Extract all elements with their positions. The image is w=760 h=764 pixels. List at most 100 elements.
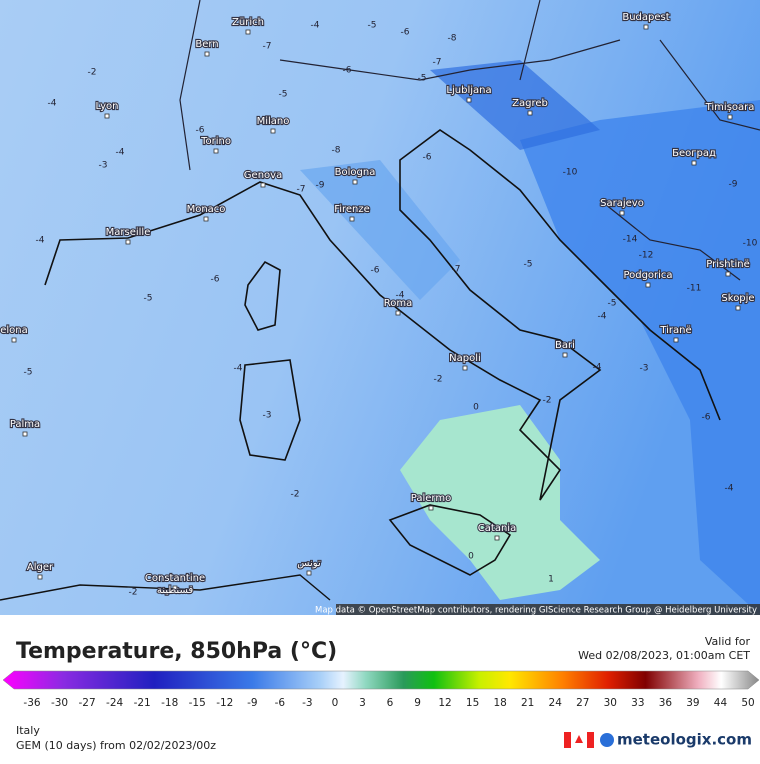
colorbar-tick-label: 50 bbox=[741, 697, 754, 709]
contour-label: -4 bbox=[725, 484, 734, 494]
colorbar-tick-label: -6 bbox=[275, 697, 286, 709]
city-marker bbox=[735, 305, 741, 311]
city-marker bbox=[645, 282, 651, 288]
brand: meteologix.com bbox=[617, 731, 752, 749]
logo bbox=[600, 733, 614, 747]
city-marker bbox=[349, 216, 355, 222]
city-label: Firenze bbox=[334, 204, 370, 215]
contour-label: -4 bbox=[396, 291, 405, 301]
city-marker bbox=[462, 365, 468, 371]
region: Italy bbox=[16, 724, 40, 737]
contour-label: -4 bbox=[593, 363, 602, 373]
city-label: Marseille bbox=[106, 227, 151, 238]
city-marker bbox=[245, 29, 251, 35]
contour-label: -14 bbox=[623, 235, 638, 245]
city-label: Napoli bbox=[449, 353, 481, 364]
city-label: Genova bbox=[244, 170, 282, 181]
colorbar-tick-label: -15 bbox=[189, 697, 206, 709]
contour-label: -2 bbox=[88, 68, 97, 78]
city-label: Prishtinë bbox=[706, 259, 749, 270]
contour-label: -5 bbox=[144, 294, 153, 304]
contour-label: -3 bbox=[263, 411, 272, 421]
city-marker bbox=[203, 216, 209, 222]
contour-label: -6 bbox=[702, 413, 711, 423]
city-label: Budapest bbox=[622, 12, 669, 23]
city-marker bbox=[562, 352, 568, 358]
city-marker bbox=[213, 148, 219, 154]
contour-label: -2 bbox=[543, 396, 552, 406]
city-marker bbox=[494, 535, 500, 541]
colorbar-tick-label: -21 bbox=[134, 697, 151, 709]
contour-label: -6 bbox=[343, 66, 352, 76]
city-marker bbox=[172, 585, 178, 591]
contour-label: -6 bbox=[196, 126, 205, 136]
city-marker bbox=[395, 310, 401, 316]
attribution: Map data © OpenStreetMap contributors, r… bbox=[315, 606, 757, 616]
contour-label: -10 bbox=[743, 239, 758, 249]
colorbar-tick-label: 27 bbox=[576, 697, 589, 709]
city-label: Palermo bbox=[411, 493, 451, 504]
contour-label: -2 bbox=[129, 588, 138, 598]
city-label: Catania bbox=[478, 523, 516, 534]
contour-label: -7 bbox=[452, 265, 461, 275]
contour-label: -5 bbox=[524, 260, 533, 270]
city-marker bbox=[306, 570, 312, 576]
contour-label: -5 bbox=[608, 299, 617, 309]
city-label: Ljubljana bbox=[446, 85, 491, 96]
contour-label: -3 bbox=[99, 161, 108, 171]
contour-label: -4 bbox=[598, 312, 607, 322]
map: Map data © OpenStreetMap contributors, r… bbox=[0, 0, 760, 616]
contour-label: -2 bbox=[291, 490, 300, 500]
city-marker bbox=[37, 574, 43, 580]
contour-label: -10 bbox=[563, 168, 578, 178]
colorbar-tick-label: 9 bbox=[414, 697, 421, 709]
contour-label: -4 bbox=[234, 364, 243, 374]
contour-label: -4 bbox=[48, 99, 57, 109]
colorbar-tick-label: 21 bbox=[521, 697, 534, 709]
model: GEM (10 days) from 02/02/2023/00z bbox=[16, 739, 216, 752]
contour-label: 0 bbox=[468, 552, 474, 562]
colorbar-tick-label: -36 bbox=[23, 697, 40, 709]
contour-label: -6 bbox=[211, 275, 220, 285]
colorbar-tick-label: 6 bbox=[387, 697, 394, 709]
contour-label: -8 bbox=[332, 146, 341, 156]
city-marker bbox=[260, 182, 266, 188]
city-marker bbox=[673, 337, 679, 343]
city-label: Skopje bbox=[721, 293, 754, 304]
city-label: Sarajevo bbox=[600, 198, 644, 209]
colorbar-tick-label: -3 bbox=[302, 697, 312, 709]
contour-label: -7 bbox=[263, 42, 272, 52]
contour-label: -11 bbox=[687, 284, 702, 294]
city-marker bbox=[22, 431, 28, 437]
contour-label: -4 bbox=[311, 21, 320, 31]
city-marker bbox=[619, 210, 625, 216]
city-marker bbox=[727, 114, 733, 120]
city-marker bbox=[352, 179, 358, 185]
city-label: Zürich bbox=[232, 17, 264, 28]
city-marker bbox=[270, 128, 276, 134]
city-label: Constantine bbox=[145, 573, 205, 584]
city-marker bbox=[428, 505, 434, 511]
city-label: Monaco bbox=[187, 204, 226, 215]
colorbar-tick-label: -27 bbox=[78, 697, 95, 709]
colorbar bbox=[2, 670, 760, 690]
contour-label: -2 bbox=[434, 375, 443, 385]
contour-label: -5 bbox=[368, 21, 377, 31]
colorbar-tick-label: 36 bbox=[659, 697, 673, 709]
colorbar-tick-label: 30 bbox=[604, 697, 617, 709]
contour-label: -5 bbox=[24, 368, 33, 378]
colorbar-tick-label: 18 bbox=[493, 697, 506, 709]
city-marker bbox=[204, 51, 210, 57]
contour-label: 1 bbox=[548, 575, 554, 585]
city-marker bbox=[466, 97, 472, 103]
colorbar-tick-label: 39 bbox=[686, 697, 699, 709]
city-label: Bern bbox=[195, 39, 218, 50]
contour-label: -8 bbox=[448, 34, 457, 44]
city-marker bbox=[691, 160, 697, 166]
contour-label: -7 bbox=[297, 185, 306, 195]
city-label: تونس bbox=[297, 558, 321, 569]
contour-label: -6 bbox=[371, 266, 380, 276]
city-label: Београд bbox=[672, 148, 716, 159]
contour-label: -6 bbox=[423, 153, 432, 163]
